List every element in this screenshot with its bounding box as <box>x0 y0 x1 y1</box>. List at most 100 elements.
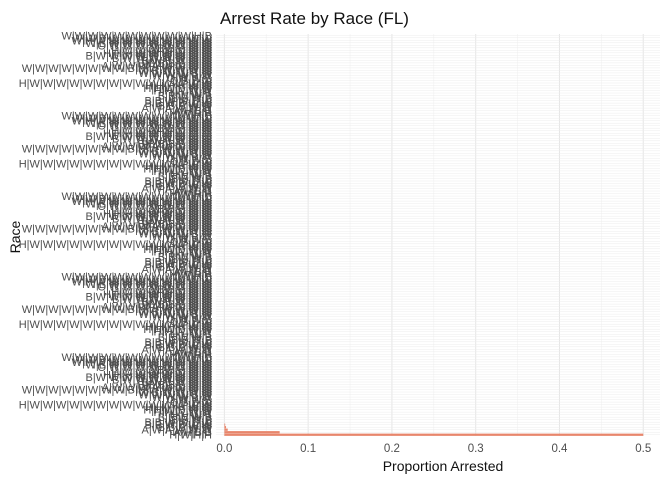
y-tick-label: B|W|W|W|W|W|W|W|W|W <box>86 131 213 143</box>
y-tick-label: H|W|W|W|W|W|W|W|W|W|W|W|W|W|W <box>19 158 213 170</box>
y-tick-label: W|W|W|W|W|W|W|W|B|H|W|W|W|W|W <box>22 224 213 236</box>
y-tick-label: W|W|W|W|W|W|W|W|W|W|H|B <box>61 30 212 42</box>
y-tick-label: H|W|W|W|W|W|W|W|W|W|W|W|W|W|W <box>19 400 213 412</box>
bar <box>224 433 644 436</box>
y-tick-label: H|H|W|B <box>170 410 212 422</box>
y-tick-label: B|B|W|B|W|W <box>145 420 213 432</box>
bar <box>224 428 228 431</box>
y-tick-label: H|H|W|B <box>170 88 212 100</box>
x-tick-label: 0.5 <box>635 443 651 455</box>
x-tick-label: 0.3 <box>468 443 484 455</box>
x-tick-label: 0.2 <box>384 443 400 455</box>
y-tick-label: W|H|W|W|W|W|W|W|W|W|W <box>72 196 213 208</box>
y-tick-label: H|H|H|H|W|W <box>145 161 212 173</box>
y-tick-label: B|B|B|W|W <box>158 342 213 354</box>
y-tick-label: W|W|W|B|W <box>152 312 213 324</box>
y-tick-label: B|B|B|B|B|W|W <box>137 379 212 391</box>
x-tick-label: 0.0 <box>216 443 232 455</box>
bar <box>224 423 226 426</box>
y-tick-label: W|W|W|W|B|W <box>138 148 212 160</box>
y-tick-label: O|B|B|W <box>170 236 213 248</box>
y-tick-label: H|H|H|W|W|W|W|W|W <box>103 48 213 60</box>
y-tick-label: W|W|B|W|W|W|W|W|W|W|W <box>72 194 212 206</box>
y-tick-label: H|W|W|W|W|W|W|W <box>111 206 212 218</box>
y-tick-label: W|W|W|W|W|W|W|W|B|H|W|W|W|W|W <box>22 143 213 155</box>
y-tick-label: B|B|W|W|B <box>158 171 212 183</box>
y-tick-label: O|B|B|H|W|W <box>146 204 213 216</box>
y-tick-label: B|B|B|B|B|W|W <box>137 58 212 70</box>
x-axis-title: Proportion Arrested <box>383 458 504 474</box>
y-tick-label: H|H|W|W|W <box>154 166 213 178</box>
y-tick-label: O|W|W|W|W|W|W|W|W <box>98 121 213 133</box>
y-tick-label: O|B|B|H|W|W <box>146 364 213 376</box>
y-tick-label: W|W|W|W|W|W|W|W|W|W|H|B <box>61 111 212 123</box>
y-tick-label: B|B|W|W|B|W <box>145 96 213 108</box>
y-tick-label: B|W|W|W|W|W|W|W <box>112 133 213 145</box>
y-tick-label: W|W|W|W|B|W <box>138 309 212 321</box>
y-tick-label: H|W|H|H <box>169 108 212 120</box>
y-tick-label: W|B|W|W|W|W|W|W|W|W <box>86 359 213 371</box>
y-tick-label: W|W|W|W|B|W <box>138 390 212 402</box>
y-tick-label: O|W|W|W|W|W|W|W|W <box>98 201 213 213</box>
y-tick-label: O|W|W|W|W|W|W|W|W <box>98 282 213 294</box>
y-tick-label: H|H|W|B <box>170 329 212 341</box>
y-tick-label: W|B|W|W|W|W <box>138 226 212 238</box>
y-tick-label: O|B|B|W <box>170 397 213 409</box>
y-tick-label: W|B|W|W|W|W <box>138 307 212 319</box>
y-tick-label: H|H|H|W|W|W|W|W|W <box>103 209 213 221</box>
y-tick-label: H|H|H|H|W|W <box>145 81 212 93</box>
y-tick-label: B|W|B|W|W|W <box>142 216 213 228</box>
y-tick-label: H|H|W|W|W <box>154 407 213 419</box>
y-tick-label: B|B|B|W|W <box>158 181 213 193</box>
y-tick-label: H|W|W|W|W|W|W|W <box>111 126 212 138</box>
y-tick-label: B|W|W|W|W|W|W|W <box>112 374 213 386</box>
y-tick-label: O|W|W|B <box>167 234 212 246</box>
y-tick-label: B|W|B|W|W|W <box>142 297 213 309</box>
y-tick-label: B|B|W|W|B|W <box>145 417 213 429</box>
y-tick-label: W|W|B|W|W|W|W|W|W|W|W <box>72 113 212 125</box>
y-tick-label: W|B|W|W|W|W <box>138 146 212 158</box>
y-tick-label: H|H|H|H|W|W <box>145 241 212 253</box>
y-tick-label: B|B|W|W|B|W <box>145 337 213 349</box>
y-tick-label: W|W|W|B|W <box>152 151 213 163</box>
y-tick-label: B|B|W|B|W|W <box>145 259 213 271</box>
y-tick-label: W|H|W|W|W|W|W|W|W|W|W <box>72 276 213 288</box>
y-tick-label: W|W|W|B|W <box>152 392 213 404</box>
y-tick-label: O|B|B|H|W|W <box>146 43 213 55</box>
y-tick-label: B|B|W|W|B <box>158 91 212 103</box>
bars <box>224 423 644 436</box>
y-tick-label: A|H|B|B <box>173 106 212 118</box>
y-tick-label: H|W|W|W|W|W|W|W <box>111 287 212 299</box>
y-tick-label: W|H|W|W|W|W|W|W|W|W|W <box>72 116 213 128</box>
y-tick-label: H|H|H|W|W|W|W|W|W <box>103 369 213 381</box>
y-tick-label: H|W|W|W|W|W|W|W|W|W|W|W|W|W|W <box>19 78 213 90</box>
y-tick-label: W|B|W|W|W|W|W|W|W|W <box>86 199 213 211</box>
y-tick-label: A|W|W|W|A|W|W|W|W <box>102 141 213 153</box>
y-tick-label: H|H|W|W|W <box>154 327 213 339</box>
y-tick-label: B|B|W|W|B <box>158 251 212 263</box>
y-tick-label: H|H|W|B <box>170 168 212 180</box>
y-tick-label: W|W|W|W|W|W|W|W|W|W|H|B <box>61 271 212 283</box>
y-tick-label: H|W|W|W|W|W|W|W <box>111 45 212 57</box>
y-tick-label: W|W|W|W|W|W|W|W|B|H|W|W|W|W|W <box>22 304 213 316</box>
y-tick-label: A|W|W|W|A|W|W|W|W <box>102 382 213 394</box>
y-tick-label: H|H|W|B|W|W <box>143 324 212 336</box>
y-tick-label: B|B|B|W|W <box>158 101 213 113</box>
y-tick-label: B|B|W|B|W|W <box>145 178 213 190</box>
y-tick-label: B|B|B|B|B|W|W <box>137 219 212 231</box>
y-tick-label: A|W|A|W|W|W <box>142 184 213 196</box>
y-tick-labels: H|W|H|HA|H|B|BA|W|A|W|W|WB|B|B|W|WB|B|W|… <box>19 30 213 441</box>
y-tick-label: W|W|W|W|W|W|W|W|B|H|W|W|W|W|W <box>22 63 213 75</box>
y-tick-label: W|B|W|W|W|W <box>138 65 212 77</box>
y-tick-label: B|W|W|W|W|W|W|W|W|W <box>86 211 213 223</box>
y-tick-label: H|H|W|B|W|W <box>143 83 212 95</box>
y-tick-label: H|W|H|H <box>169 349 212 361</box>
y-tick-label: A|W|A|W|W|W <box>142 103 213 115</box>
y-tick-label: H|H|W|B|W|W <box>143 244 212 256</box>
y-tick-label: B|W|W|W|W|W|W|W <box>112 214 213 226</box>
y-tick-label: A|W|W|W|A|W|W|W|W <box>102 302 213 314</box>
y-tick-label: H|W|H|H <box>169 189 212 201</box>
y-tick-label: B|B|W|W|B|W <box>145 176 213 188</box>
y-tick-label: B|B|W|W|B <box>158 332 212 344</box>
y-tick-label: B|B|W|B <box>171 173 212 185</box>
